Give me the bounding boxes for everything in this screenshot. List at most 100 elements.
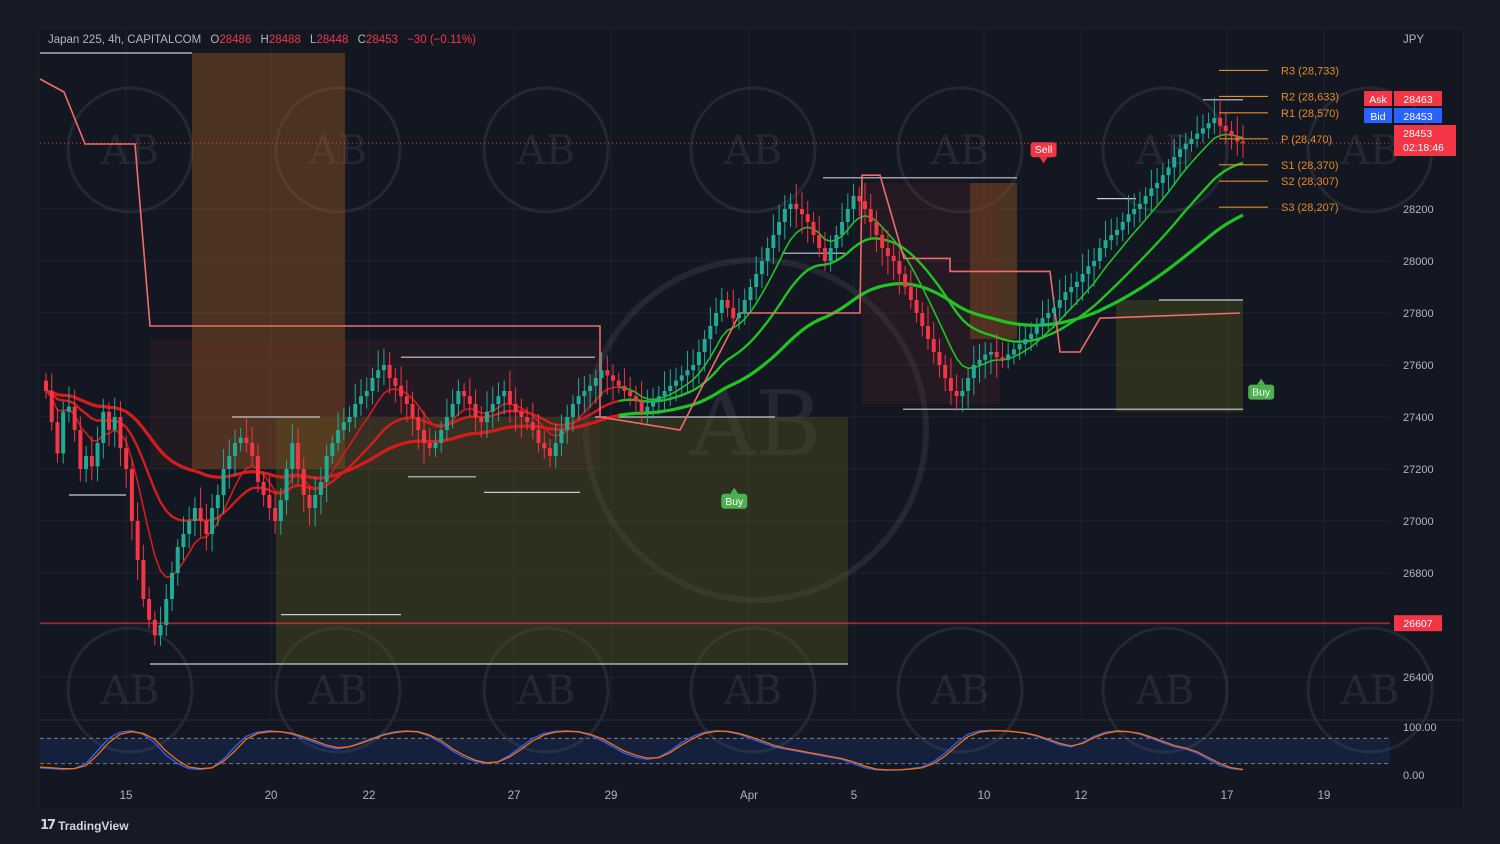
candle (931, 322, 936, 364)
candle (863, 182, 867, 225)
candle-body (1223, 125, 1228, 131)
candle (622, 368, 627, 400)
last-price-value: 28453 (1403, 128, 1432, 140)
candle-body (931, 339, 936, 352)
pivot-label-r1: R1 (28,570) (1281, 108, 1339, 120)
candle-body (1069, 287, 1074, 293)
candle (141, 544, 146, 608)
candle-body (502, 391, 507, 397)
candle-body (1086, 266, 1091, 274)
y-tick-label: 27200 (1403, 464, 1434, 476)
candle-body (95, 443, 100, 467)
candle-body (290, 443, 295, 469)
candle (490, 386, 495, 429)
candle (124, 435, 129, 488)
candle-body (960, 391, 965, 397)
candle (662, 371, 667, 411)
candle (817, 215, 822, 258)
candle (456, 379, 461, 416)
candle-body (966, 378, 971, 391)
candle (61, 401, 66, 464)
candle (1137, 191, 1142, 223)
candle (278, 487, 283, 535)
candle-body (1137, 203, 1142, 209)
candle (1057, 279, 1062, 324)
watermark-seal (1306, 626, 1434, 754)
watermark-seal (482, 626, 610, 754)
candle (977, 343, 982, 383)
candle (444, 398, 449, 441)
candle-body (147, 599, 152, 620)
watermark-seal (274, 86, 402, 214)
candle-body (353, 404, 358, 417)
candle (880, 226, 885, 266)
candle-body (187, 521, 192, 534)
oscillator-tick-label: 0.00 (1403, 770, 1424, 782)
candle-body (926, 326, 930, 339)
candle-body (914, 300, 919, 313)
candle (135, 502, 140, 581)
candle-body (1097, 248, 1102, 261)
candle (605, 355, 610, 395)
symbol-legend[interactable]: Japan 225, 4h, CAPITALCOM O28486 H28488 … (48, 34, 476, 46)
close-value: 28453 (365, 34, 398, 46)
candle-body (1143, 196, 1148, 204)
pivot-label-s1: S1 (28,370) (1281, 160, 1338, 172)
candle-body (1189, 138, 1194, 144)
candle-body (66, 406, 71, 412)
watermark-text: AB (1340, 128, 1399, 174)
candle (1086, 249, 1091, 294)
candle-body (101, 411, 106, 443)
grid-lines (40, 28, 1390, 716)
bid-tag: Bid 28453 (1364, 108, 1442, 123)
watermark-seal (66, 626, 194, 754)
y-tick-label: 27400 (1403, 412, 1434, 424)
chart-pane[interactable] (38, 28, 1464, 810)
candle-body (971, 365, 976, 378)
candle-body (857, 196, 862, 202)
bid-value: 28453 (1403, 111, 1432, 123)
candle-body (616, 380, 621, 386)
stoch-k-line (39, 729, 1244, 771)
candle (410, 391, 415, 436)
candle (364, 377, 369, 409)
candle-body (530, 422, 535, 430)
watermark-seal (896, 86, 1024, 214)
watermark-seal (66, 86, 194, 214)
candle (55, 408, 60, 463)
candle (868, 193, 873, 239)
candle (570, 395, 575, 432)
signal-buy: Buy (1248, 378, 1275, 400)
pivot-levels: R3 (28,733) R2 (28,633) R1 (28,570) P (28,4… (1219, 65, 1339, 214)
candle-body (1206, 123, 1211, 129)
candle (639, 381, 644, 423)
watermark-text: AB (723, 128, 782, 174)
candle-body (1040, 318, 1045, 326)
candle (72, 389, 77, 442)
candle-body (456, 391, 461, 404)
candle-body (1132, 209, 1137, 215)
candle-body (679, 375, 684, 381)
candle-body (519, 411, 524, 417)
x-tick-label: Apr (740, 790, 758, 802)
candle (530, 402, 535, 440)
candle (261, 472, 266, 507)
candle (95, 426, 100, 482)
watermark-seal (896, 626, 1024, 754)
candle (611, 364, 615, 401)
candle (164, 584, 169, 637)
x-tick-label: 29 (605, 790, 618, 802)
tradingview-logo[interactable]: 𝟭𝟳 TradingView (40, 818, 129, 833)
candle (507, 370, 512, 423)
signal-sell: Sell (1030, 142, 1057, 164)
ask-value-box (1394, 91, 1442, 106)
candle-body (485, 411, 489, 423)
candle (1006, 342, 1011, 369)
candle (954, 374, 959, 412)
x-tick-label: 15 (120, 790, 133, 802)
candle (370, 367, 375, 405)
candle-body (107, 411, 111, 430)
candle (908, 269, 913, 309)
